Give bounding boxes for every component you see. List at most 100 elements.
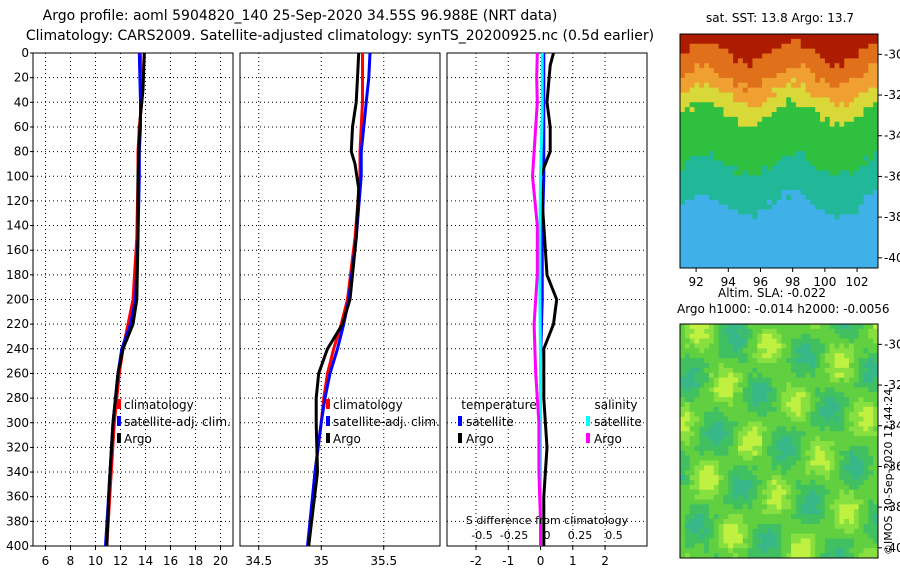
map-cell — [791, 421, 797, 427]
map-cell — [829, 450, 836, 457]
map-cell — [747, 165, 753, 172]
map-cell — [771, 528, 778, 535]
map-cell — [718, 445, 724, 452]
map-cell — [733, 68, 739, 74]
map-cell — [849, 146, 855, 152]
map-cell — [849, 43, 855, 50]
map-cell — [718, 353, 724, 359]
map-cell — [839, 155, 845, 162]
map-cell — [689, 97, 695, 103]
map-cell — [863, 358, 869, 364]
map-cell — [810, 170, 816, 176]
map-cell — [694, 116, 700, 123]
map-cell — [844, 185, 850, 191]
map-cell — [757, 141, 763, 147]
map-cell — [737, 543, 744, 549]
map-cell — [713, 165, 720, 172]
map-cell — [800, 543, 807, 549]
map-cell — [704, 48, 710, 55]
map-cell — [737, 489, 744, 496]
map-cell — [689, 112, 695, 118]
map-cell — [820, 53, 826, 59]
map-cell — [829, 190, 836, 196]
map-cell — [728, 416, 734, 423]
map-cell — [723, 77, 729, 84]
map-cell — [795, 465, 802, 471]
map-cell — [849, 436, 855, 442]
map-cell — [776, 455, 782, 462]
map-cell — [747, 190, 753, 196]
map-cell — [713, 504, 720, 510]
map-cell — [810, 175, 816, 181]
map-cell — [834, 185, 840, 191]
map-cell — [781, 224, 787, 230]
map-cell — [718, 190, 724, 196]
map-cell — [829, 165, 836, 172]
map-cell — [684, 402, 691, 408]
map-cell — [786, 358, 792, 364]
map-cell — [776, 112, 782, 118]
map-cell — [863, 82, 869, 89]
map-cell — [853, 126, 860, 133]
map-cell — [815, 68, 821, 74]
map-cell — [713, 416, 720, 423]
map-cell — [829, 112, 836, 118]
map-cell — [810, 214, 816, 220]
map-cell — [858, 107, 865, 113]
map-cell — [839, 204, 845, 211]
map-cell — [868, 367, 874, 374]
map-cell — [718, 494, 724, 501]
map-cell — [718, 543, 724, 549]
map-cell — [680, 248, 686, 254]
map-cell — [737, 382, 744, 388]
map-cell — [766, 455, 773, 462]
map-cell — [684, 324, 691, 330]
map-cell — [781, 77, 787, 84]
map-cell — [858, 141, 865, 147]
map-cell — [699, 548, 705, 554]
map-cell — [820, 180, 826, 186]
map-cell — [708, 392, 715, 398]
map-cell — [781, 455, 787, 462]
map-cell — [805, 116, 811, 123]
map-cell — [728, 431, 734, 437]
map-cell — [786, 107, 792, 113]
map-cell — [810, 185, 816, 191]
map-cell — [771, 348, 778, 354]
map-cell — [766, 258, 773, 264]
map-cell — [795, 229, 802, 235]
map-cell — [829, 528, 836, 535]
map-cell — [800, 421, 807, 427]
map-cell — [868, 372, 874, 379]
map-cell — [723, 499, 729, 505]
x-tick-label: 35 — [314, 554, 329, 568]
map-cell — [747, 553, 753, 559]
map-cell — [839, 63, 845, 69]
map-cell — [723, 151, 729, 157]
map-cell — [737, 77, 744, 84]
map-cell — [781, 504, 787, 510]
map-cell — [771, 553, 778, 559]
map-cell — [791, 97, 797, 103]
map-cell — [786, 77, 792, 84]
map-cell — [858, 538, 865, 544]
map-cell — [708, 146, 715, 152]
map-cell — [708, 372, 715, 379]
map-cell — [723, 165, 729, 172]
map-cell — [733, 328, 739, 335]
map-cell — [800, 431, 807, 437]
map-cell — [839, 175, 845, 181]
map-cell — [689, 185, 695, 191]
map-cell — [839, 87, 845, 94]
map-cell — [853, 480, 860, 486]
map-cell — [757, 43, 763, 50]
map-cell — [694, 151, 700, 157]
map-cell — [824, 102, 831, 108]
map-cell — [781, 53, 787, 59]
map-cell — [805, 102, 811, 108]
legend-title-temperature: temperature — [461, 398, 536, 412]
map-cell — [699, 553, 705, 559]
map-cell — [680, 436, 686, 442]
map-cell — [689, 504, 695, 510]
map-cell — [858, 382, 865, 388]
